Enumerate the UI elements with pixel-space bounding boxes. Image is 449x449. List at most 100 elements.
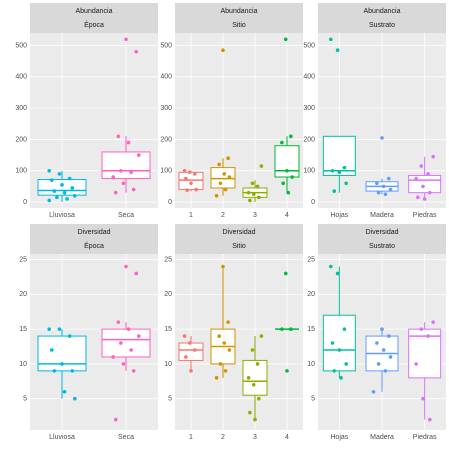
point bbox=[227, 175, 232, 179]
point bbox=[60, 362, 64, 366]
point bbox=[375, 181, 379, 186]
point bbox=[289, 327, 293, 331]
point bbox=[221, 264, 225, 269]
point bbox=[376, 190, 381, 195]
y-tick-label: 400 bbox=[15, 74, 27, 81]
point bbox=[113, 190, 118, 195]
point bbox=[124, 264, 128, 269]
point bbox=[222, 341, 227, 345]
point bbox=[431, 154, 436, 159]
strip bbox=[175, 3, 303, 33]
x-tick-label: 4 bbox=[285, 212, 289, 219]
point bbox=[126, 140, 131, 145]
strip bbox=[30, 224, 158, 254]
y-tick-label: 25 bbox=[164, 256, 172, 263]
point bbox=[187, 170, 192, 175]
point bbox=[257, 195, 261, 200]
point bbox=[248, 410, 252, 415]
point bbox=[47, 168, 51, 173]
point bbox=[218, 362, 223, 366]
strip-subtitle: Sitio bbox=[232, 243, 246, 250]
y-tick-label: 500 bbox=[15, 42, 27, 49]
point bbox=[255, 184, 260, 189]
strip bbox=[30, 3, 158, 33]
point bbox=[342, 165, 347, 170]
point bbox=[251, 382, 256, 387]
point bbox=[427, 190, 432, 195]
point bbox=[119, 341, 123, 345]
point bbox=[253, 417, 257, 422]
box bbox=[178, 342, 204, 361]
point bbox=[214, 376, 219, 380]
point bbox=[185, 188, 189, 192]
point bbox=[124, 37, 128, 42]
point bbox=[52, 189, 57, 193]
strip bbox=[318, 3, 446, 33]
point bbox=[193, 348, 197, 352]
point bbox=[381, 348, 386, 352]
y-tick-label: 200 bbox=[303, 136, 315, 143]
box bbox=[37, 179, 87, 196]
point bbox=[339, 376, 343, 380]
point bbox=[194, 187, 198, 192]
point bbox=[55, 195, 59, 200]
point bbox=[116, 320, 121, 324]
point bbox=[419, 164, 424, 168]
point bbox=[421, 184, 425, 189]
x-tick-label: 2 bbox=[221, 212, 225, 219]
y-tick-label: 400 bbox=[160, 74, 172, 81]
x-tick-label: Lluviosa bbox=[49, 434, 75, 441]
point bbox=[329, 37, 333, 42]
y-tick-label: 500 bbox=[160, 42, 172, 49]
y-tick-label: 200 bbox=[15, 136, 27, 143]
point bbox=[414, 176, 418, 181]
point bbox=[426, 334, 430, 338]
strip-title: Diversidad bbox=[222, 229, 255, 236]
point bbox=[259, 334, 264, 338]
point bbox=[416, 195, 420, 200]
y-tick-label: 25 bbox=[307, 256, 315, 263]
point bbox=[70, 186, 75, 190]
y-tick-label: 200 bbox=[160, 136, 172, 143]
strip-title: Diversidad bbox=[365, 229, 398, 236]
point bbox=[57, 327, 62, 331]
point bbox=[189, 369, 193, 373]
point bbox=[113, 417, 118, 422]
point bbox=[137, 334, 141, 338]
point bbox=[285, 369, 289, 373]
x-tick-label: Madera bbox=[370, 212, 394, 219]
box bbox=[101, 151, 151, 180]
panel bbox=[175, 254, 303, 430]
y-tick-label: 400 bbox=[303, 74, 315, 81]
point bbox=[131, 369, 136, 373]
point bbox=[285, 168, 289, 173]
strip-title: Abundancia bbox=[364, 8, 401, 15]
point bbox=[388, 187, 393, 192]
point bbox=[380, 327, 384, 331]
point bbox=[388, 355, 393, 359]
box bbox=[101, 328, 151, 358]
point bbox=[251, 192, 256, 197]
y-tick-label: 0 bbox=[23, 199, 27, 206]
point bbox=[214, 193, 219, 198]
x-tick-label: 4 bbox=[285, 434, 289, 441]
strip bbox=[318, 224, 446, 254]
box bbox=[408, 174, 442, 194]
point bbox=[73, 396, 77, 401]
y-tick-label: 300 bbox=[160, 105, 172, 112]
point bbox=[189, 181, 193, 186]
point bbox=[60, 183, 64, 187]
y-tick-label: 25 bbox=[19, 256, 27, 263]
y-tick-label: 5 bbox=[168, 396, 172, 403]
point bbox=[47, 327, 51, 331]
point bbox=[73, 193, 77, 198]
point bbox=[376, 362, 381, 366]
point bbox=[335, 271, 340, 276]
point bbox=[226, 156, 230, 161]
point bbox=[111, 175, 115, 179]
y-tick-label: 20 bbox=[19, 291, 27, 298]
point bbox=[218, 181, 223, 186]
point bbox=[419, 327, 424, 331]
point bbox=[383, 192, 388, 197]
strip-subtitle: Sitio bbox=[232, 22, 246, 29]
